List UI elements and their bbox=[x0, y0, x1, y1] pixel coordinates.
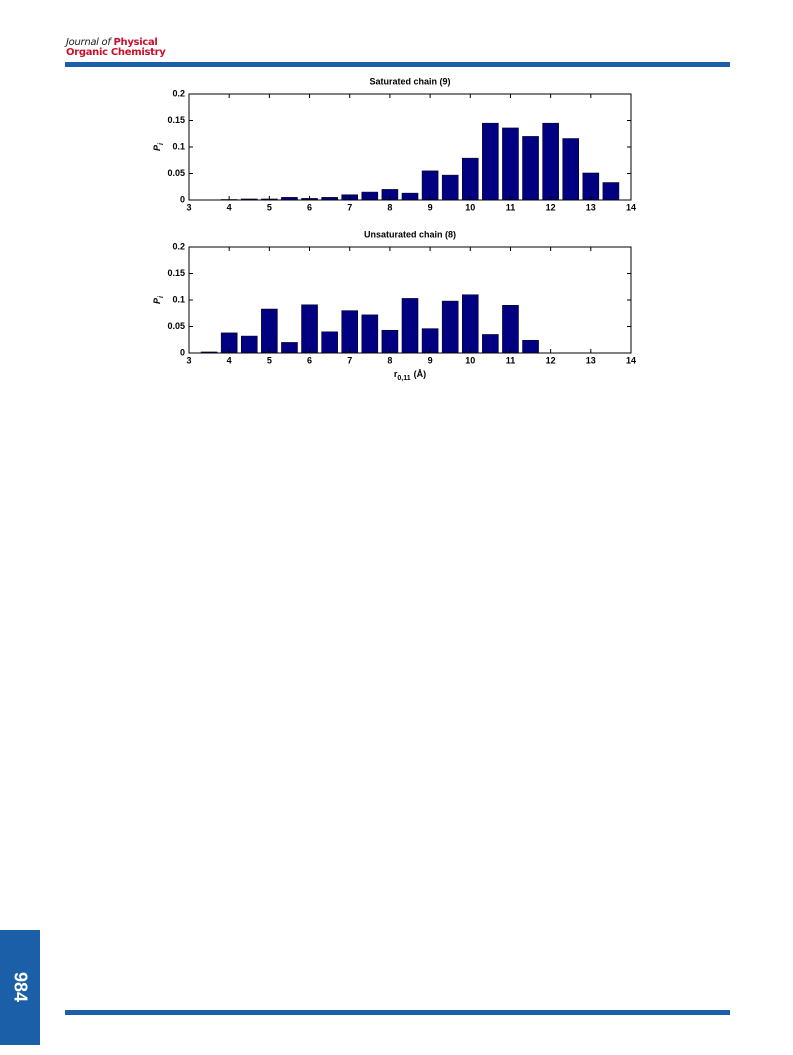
journal-prefix: Journal of bbox=[66, 37, 111, 48]
x-tick-label: 14 bbox=[626, 355, 636, 365]
y-tick-label: 0 bbox=[180, 347, 185, 357]
bar bbox=[522, 340, 539, 354]
bar bbox=[401, 192, 419, 201]
bar bbox=[441, 300, 459, 354]
y-tick-label: 0.2 bbox=[172, 241, 185, 251]
x-tick-label: 8 bbox=[387, 202, 392, 212]
x-tick-label: 10 bbox=[465, 355, 475, 365]
bar bbox=[582, 172, 600, 201]
x-label-main: r bbox=[394, 369, 398, 379]
x-tick-label: 9 bbox=[428, 355, 433, 365]
y-tick-label: 0 bbox=[180, 194, 185, 204]
bar bbox=[482, 334, 499, 354]
bar bbox=[502, 127, 519, 201]
x-tick-label: 11 bbox=[506, 355, 516, 365]
bar bbox=[361, 314, 379, 354]
bar bbox=[461, 157, 479, 201]
x-tick-label: 6 bbox=[307, 355, 312, 365]
y-label-sub: i bbox=[158, 295, 165, 298]
bar bbox=[341, 310, 359, 354]
x-tick-label: 3 bbox=[186, 355, 191, 365]
x-tick-label: 8 bbox=[387, 355, 392, 365]
x-tick-label: 7 bbox=[347, 355, 352, 365]
bar bbox=[482, 122, 499, 201]
x-tick-label: 10 bbox=[465, 202, 475, 212]
journal-name: Journal of Physical Organic Chemistry bbox=[66, 37, 166, 58]
bar bbox=[502, 305, 519, 354]
bottom-rule bbox=[65, 1010, 730, 1015]
bar bbox=[562, 138, 580, 201]
y-tick-label: 0.2 bbox=[172, 88, 185, 98]
chart-title: Saturated chain (9) bbox=[369, 76, 450, 86]
x-tick-label: 4 bbox=[227, 202, 232, 212]
y-tick-label: 0.15 bbox=[167, 115, 185, 125]
bar bbox=[301, 304, 318, 354]
chart-title: Unsaturated chain (8) bbox=[364, 229, 456, 239]
bar bbox=[542, 122, 559, 201]
x-label-unit: (Å) bbox=[414, 369, 427, 379]
page-tab: 984 bbox=[0, 930, 40, 1045]
x-tick-label: 14 bbox=[626, 202, 636, 212]
x-tick-label: 5 bbox=[267, 355, 272, 365]
bar bbox=[602, 182, 620, 201]
journal-highlight: Physical bbox=[113, 37, 158, 48]
y-tick-label: 0.05 bbox=[167, 321, 185, 331]
y-tick-label: 0.1 bbox=[172, 141, 185, 151]
x-tick-label: 12 bbox=[546, 202, 556, 212]
x-tick-label: 11 bbox=[506, 202, 516, 212]
x-tick-label: 6 bbox=[307, 202, 312, 212]
y-label-main: P bbox=[152, 144, 162, 151]
x-tick-label: 13 bbox=[586, 202, 596, 212]
x-label-sub: 0,11 bbox=[397, 375, 410, 382]
page-number: 984 bbox=[10, 971, 31, 1003]
bar bbox=[261, 308, 278, 354]
bar bbox=[522, 136, 539, 201]
y-label-sub: i bbox=[158, 142, 165, 145]
x-axis-label: r0,11 (Å) bbox=[394, 369, 426, 381]
bar bbox=[401, 298, 419, 354]
figure: Saturated chain (9) 3 4 5 6 7 8 9 10 11 12 13 14 0 0.0… bbox=[152, 76, 636, 381]
x-tick-label: 4 bbox=[227, 355, 232, 365]
top-rule bbox=[65, 62, 730, 67]
x-tick-label: 5 bbox=[267, 202, 272, 212]
y-label-main: P bbox=[152, 297, 162, 304]
y-tick-label: 0.15 bbox=[167, 268, 185, 278]
x-tick-label: 9 bbox=[428, 202, 433, 212]
bar bbox=[421, 170, 439, 201]
journal-line2: Organic Chemistry bbox=[66, 47, 166, 58]
y-axis-label: Pi bbox=[152, 295, 164, 304]
bar bbox=[361, 191, 379, 201]
bar bbox=[240, 335, 258, 354]
x-tick-label: 7 bbox=[347, 202, 352, 212]
y-tick-label: 0.05 bbox=[167, 168, 185, 178]
bar bbox=[461, 294, 479, 354]
x-tick-label: 12 bbox=[546, 355, 556, 365]
y-tick-label: 0.1 bbox=[172, 294, 185, 304]
x-tick-label: 3 bbox=[186, 202, 191, 212]
y-axis-label: Pi bbox=[152, 142, 164, 151]
x-tick-label: 13 bbox=[586, 355, 596, 365]
bar bbox=[321, 331, 338, 354]
bar bbox=[441, 174, 459, 201]
bar bbox=[281, 342, 298, 354]
